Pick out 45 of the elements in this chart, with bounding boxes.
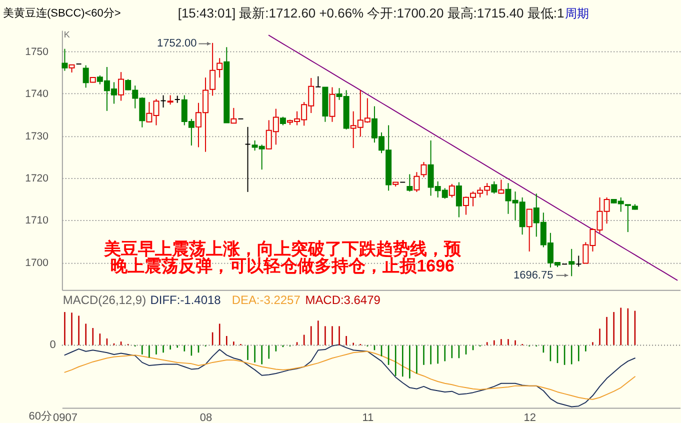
legend-title: MACD(26,12,9) [62, 292, 146, 307]
annotation: 晚上震荡反弹，可以轻仓做多持仓，止损1696 [110, 256, 454, 276]
x-tick-label: 08 [200, 412, 212, 424]
ref-line-label: 0 [50, 339, 56, 352]
y-tick-label: 1710 [25, 216, 49, 227]
candlestick [568, 248, 575, 277]
candlestick [406, 174, 413, 192]
x-tick-label: 0907 [53, 412, 78, 424]
candlestick [414, 172, 420, 192]
candlestick [329, 86, 336, 122]
y-tick-label: 1700 [25, 258, 49, 269]
candlestick [167, 94, 174, 106]
candlestick [160, 94, 166, 108]
x-tick-label: 12 [524, 412, 536, 424]
candlestick [576, 255, 582, 268]
annotation: 1696.75 [514, 269, 554, 282]
y-tick-label: 1750 [25, 46, 49, 58]
y-tick-label: 1720 [25, 174, 49, 185]
candlestick [82, 64, 89, 88]
candlestick [118, 72, 124, 102]
candlestick [244, 126, 251, 192]
candlestick [174, 95, 180, 104]
candlestick [315, 76, 322, 88]
annotation: 1752.00 [157, 38, 197, 50]
annotation: 美豆早上震荡上涨，向上突破了下跌趋势线，预 [103, 239, 462, 258]
chart-subtitle: [15:43:01] 最新:1712.60 +0.66% 今开:1700.20 最高:1715.40 最低:1 [178, 5, 564, 20]
series-label: MACD:3.6479 [305, 292, 381, 307]
candlestick [230, 107, 237, 124]
x-tick-label: 11 [362, 412, 374, 424]
candlestick [491, 180, 498, 194]
annotation: K [64, 29, 70, 40]
candlestick [498, 179, 504, 194]
text: 周期 [565, 6, 590, 20]
text: DEA:-3.2257 [232, 292, 301, 307]
y-tick-label: 1740 [25, 89, 49, 100]
candlestick [456, 182, 462, 218]
candlestick [216, 58, 223, 78]
candlestick [448, 183, 455, 198]
y-tick-label: 1730 [25, 131, 49, 142]
chart-title: 美黄豆连(SBCC)<60分> [2, 6, 121, 20]
candlestick [62, 48, 68, 72]
candlestick [420, 161, 427, 178]
text: DIFF:-1.4018 [150, 292, 222, 307]
text: 60分 [28, 410, 52, 423]
candlestick [526, 208, 532, 252]
